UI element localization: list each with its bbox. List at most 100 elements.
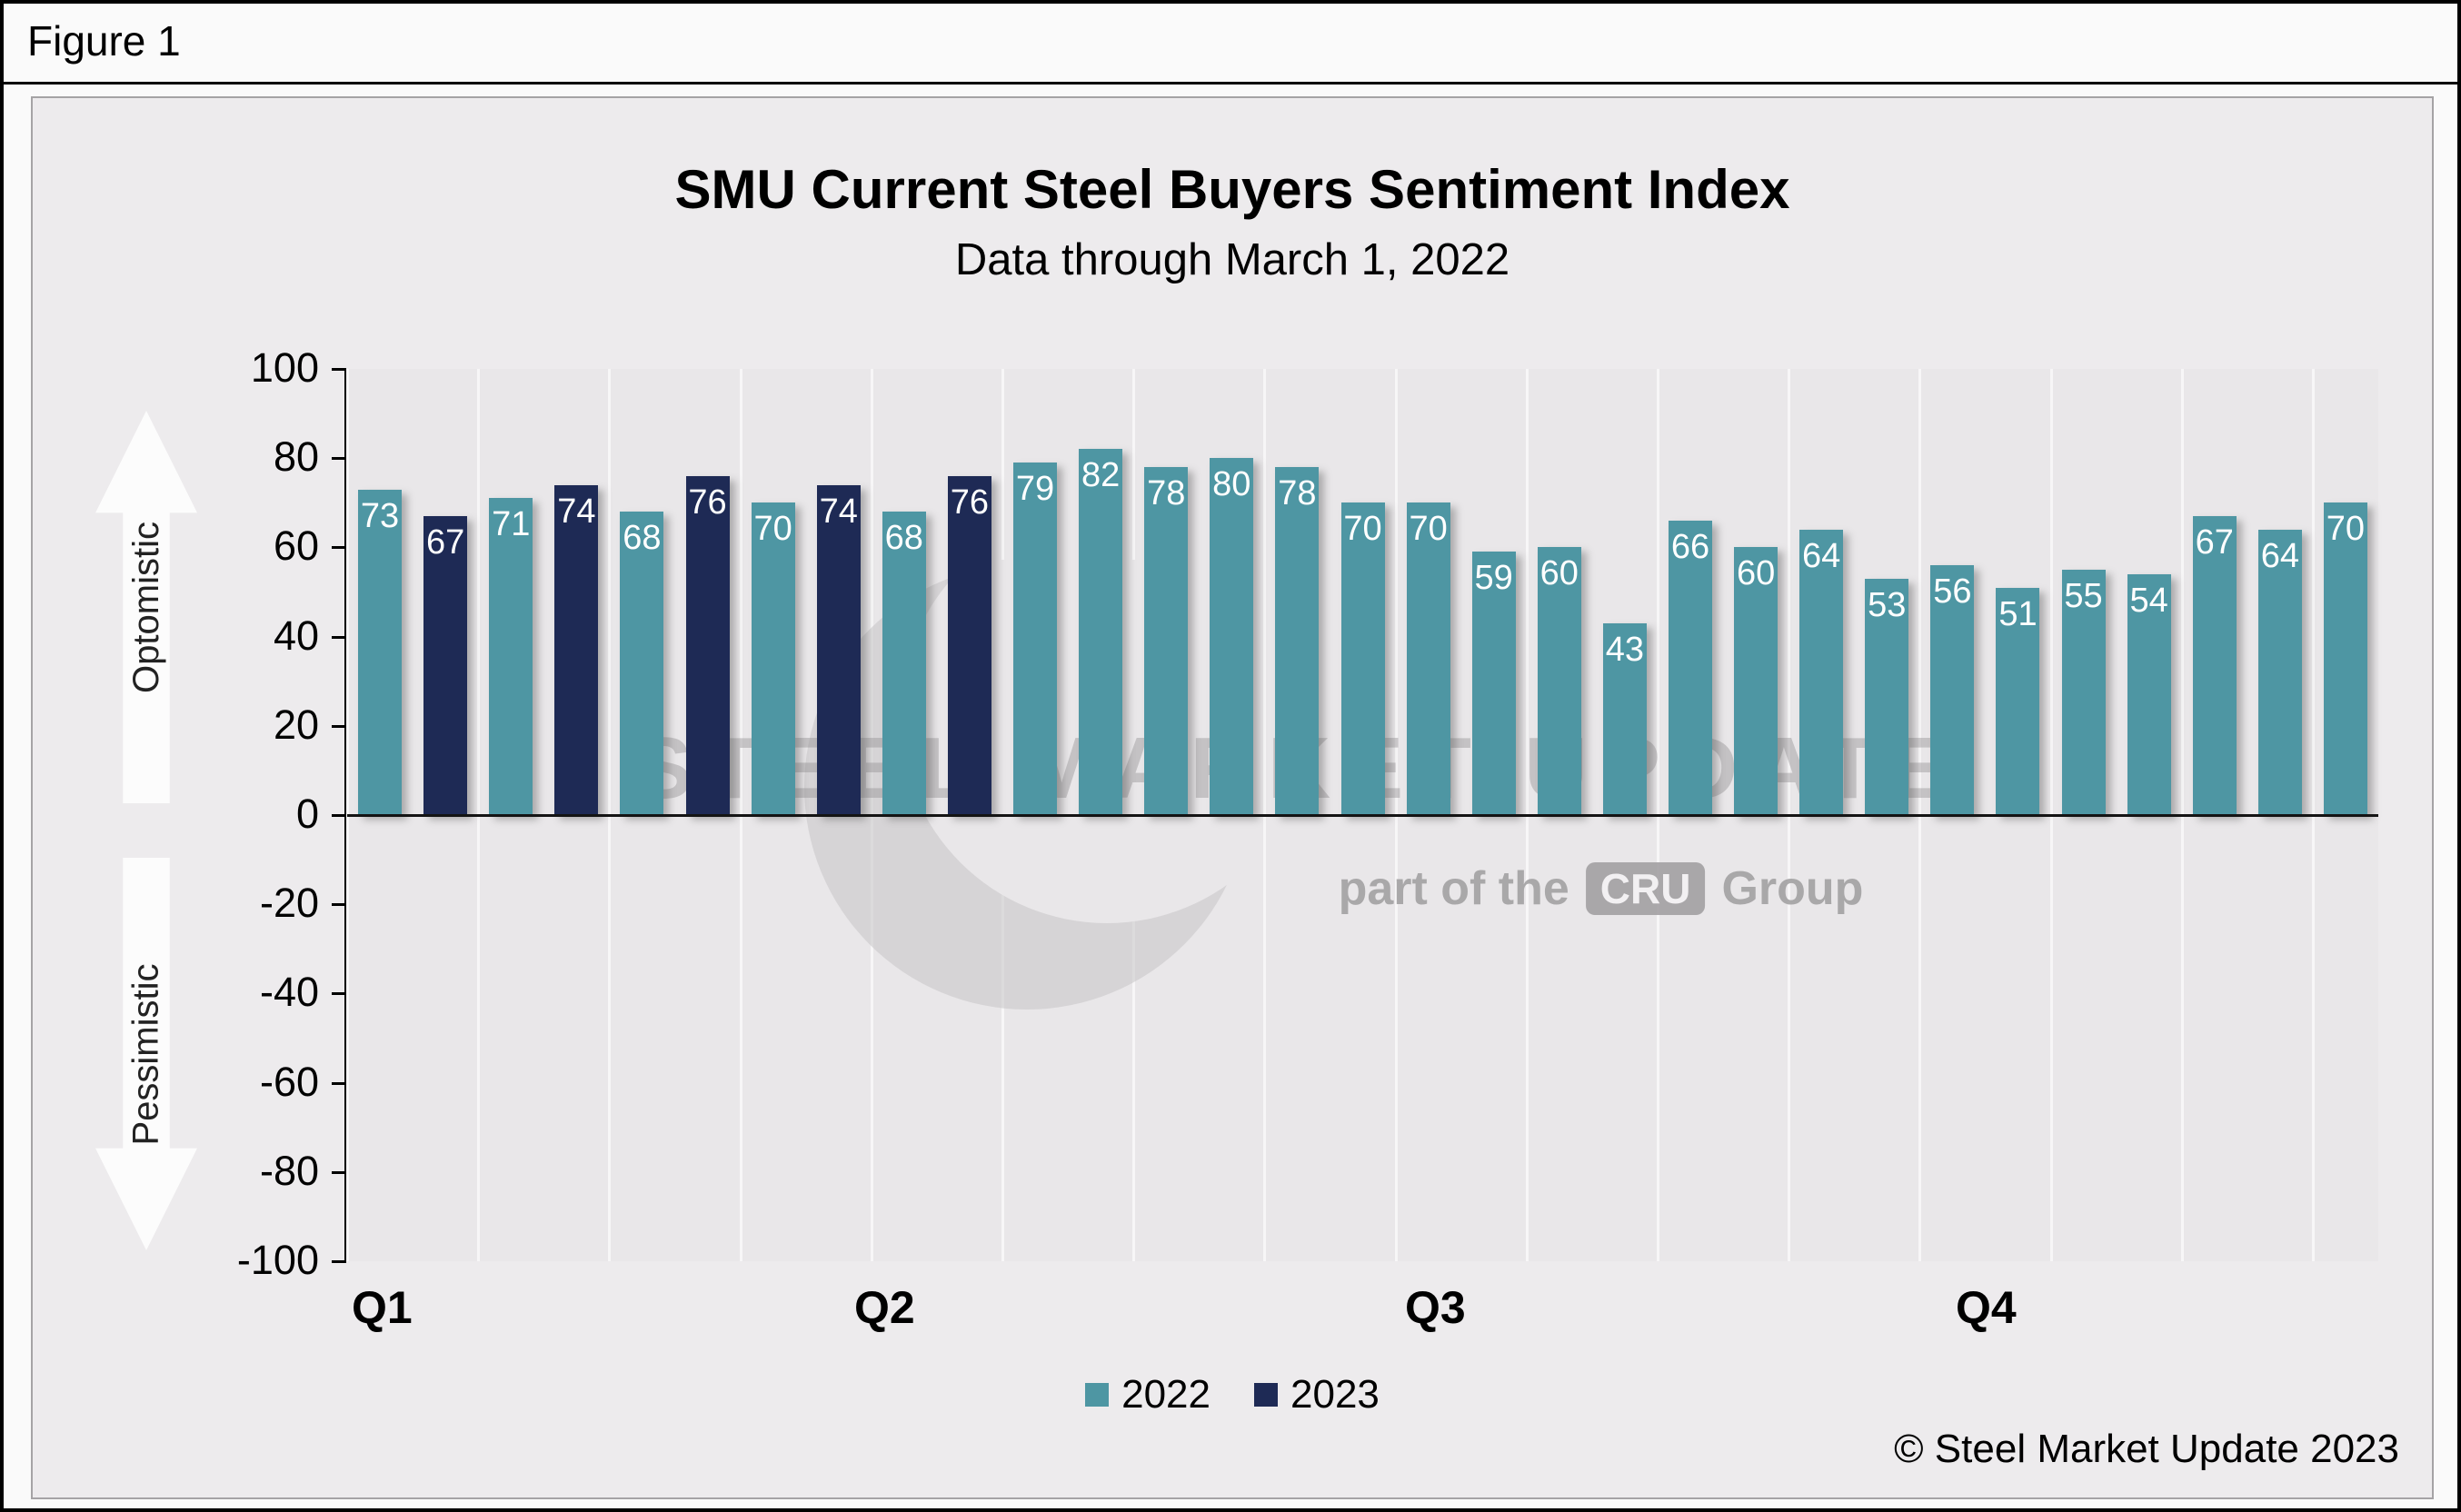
bar-2022-17: 59 bbox=[1471, 552, 1516, 815]
bar-2022-11: 82 bbox=[1079, 449, 1123, 815]
y-axis-tick-mark bbox=[332, 1170, 346, 1174]
legend-label: 2022 bbox=[1121, 1372, 1211, 1417]
legend-label: 2023 bbox=[1290, 1372, 1380, 1417]
bar-value-label: 79 bbox=[1015, 470, 1055, 509]
bar-2022-26: 55 bbox=[2061, 569, 2106, 815]
chart-panel: SMU Current Steel Buyers Sentiment Index… bbox=[31, 96, 2434, 1499]
zero-axis-line bbox=[347, 814, 2378, 817]
bar-value-label: 55 bbox=[2064, 576, 2103, 615]
bar-2022-29: 64 bbox=[2257, 529, 2302, 815]
bar-2022-21: 60 bbox=[1734, 547, 1778, 815]
bar-value-label: 56 bbox=[1933, 572, 1972, 612]
bar-value-label: 53 bbox=[1868, 585, 1907, 624]
y-axis-tick-mark bbox=[332, 546, 346, 550]
quarter-label-q4: Q4 bbox=[1956, 1282, 2017, 1333]
y-axis-tick-mark bbox=[332, 724, 346, 728]
quarter-label-q1: Q1 bbox=[352, 1282, 413, 1333]
bar-2023-9: 76 bbox=[947, 475, 991, 815]
bar-2022-20: 66 bbox=[1668, 520, 1712, 815]
bar-value-label: 70 bbox=[1409, 510, 1448, 549]
bar-value-label: 70 bbox=[753, 510, 792, 549]
bar-value-label: 82 bbox=[1081, 456, 1121, 495]
y-axis-tick-label: -60 bbox=[259, 1058, 319, 1105]
bar-value-label: 76 bbox=[688, 482, 727, 522]
y-axis-tick-label: -40 bbox=[259, 969, 319, 1016]
legend-item-2023: 2023 bbox=[1254, 1372, 1380, 1418]
bar-value-label: 64 bbox=[1802, 536, 1841, 575]
bar-value-label: 68 bbox=[884, 519, 923, 558]
bar-2023-3: 74 bbox=[554, 484, 599, 815]
watermark-group: Group bbox=[1721, 862, 1864, 915]
bar-2022-16: 70 bbox=[1406, 502, 1450, 815]
bar-value-label: 54 bbox=[2129, 581, 2168, 620]
quarter-label-q2: Q2 bbox=[854, 1282, 915, 1333]
y-axis-tick-mark bbox=[332, 368, 346, 371]
bar-2022-8: 68 bbox=[882, 512, 926, 815]
legend-item-2022: 2022 bbox=[1085, 1372, 1211, 1418]
y-axis-tick-label: 40 bbox=[273, 612, 319, 659]
plot-area: STEEL MARKET UPDATE part of the CRU Grou… bbox=[344, 369, 2378, 1261]
figure-label: Figure 1 bbox=[27, 17, 181, 65]
bar-2022-4: 68 bbox=[620, 512, 664, 815]
bar-2022-25: 51 bbox=[1996, 587, 2040, 815]
bar-value-label: 70 bbox=[2326, 510, 2366, 549]
bar-2022-19: 43 bbox=[1602, 622, 1647, 815]
chart-title: SMU Current Steel Buyers Sentiment Index bbox=[674, 159, 1790, 220]
y-axis-tick-mark bbox=[332, 635, 346, 639]
chart-subtitle: Data through March 1, 2022 bbox=[954, 235, 1510, 284]
y-axis-tick-label: 60 bbox=[273, 522, 319, 570]
bar-2022-13: 80 bbox=[1210, 458, 1254, 815]
bar-2022-6: 70 bbox=[751, 502, 795, 815]
legend-swatch-icon bbox=[1085, 1383, 1110, 1407]
bar-value-label: 67 bbox=[426, 523, 465, 562]
bar-value-label: 78 bbox=[1278, 474, 1317, 513]
bar-value-label: 74 bbox=[557, 492, 596, 531]
bar-2022-30: 70 bbox=[2323, 502, 2367, 815]
bar-value-label: 66 bbox=[1670, 527, 1710, 566]
bar-2022-12: 78 bbox=[1144, 467, 1189, 815]
bar-value-label: 51 bbox=[1998, 594, 2038, 633]
y-axis-tick-label: -20 bbox=[259, 880, 319, 927]
y-axis-tick-label: 80 bbox=[273, 433, 319, 481]
bar-2022-0: 73 bbox=[358, 489, 403, 815]
bar-value-label: 60 bbox=[1539, 554, 1579, 593]
cru-logo: CRU bbox=[1585, 862, 1706, 915]
bar-2023-5: 76 bbox=[685, 475, 730, 815]
bar-2022-14: 78 bbox=[1275, 467, 1320, 815]
y-axis-tick-mark bbox=[332, 1260, 346, 1263]
quarter-label-q3: Q3 bbox=[1405, 1282, 1466, 1333]
y-axis-tick-label: 20 bbox=[273, 701, 319, 748]
watermark-subtext: part of the CRU Group bbox=[1338, 861, 1864, 916]
y-axis-tick-mark bbox=[332, 1081, 346, 1085]
bar-2022-22: 64 bbox=[1799, 529, 1844, 815]
y-axis-tick-label: -80 bbox=[259, 1147, 319, 1194]
y-axis-tick-mark bbox=[332, 457, 346, 461]
copyright-text: © Steel Market Update 2023 bbox=[1894, 1427, 2399, 1471]
bar-2023-7: 74 bbox=[816, 484, 861, 815]
bar-value-label: 68 bbox=[623, 519, 662, 558]
bar-value-label: 70 bbox=[1343, 510, 1382, 549]
y-axis-tick-mark bbox=[332, 992, 346, 996]
chart-legend: 2022 2023 bbox=[33, 1372, 2432, 1418]
bar-2022-15: 70 bbox=[1340, 502, 1385, 815]
y-axis-tick-label: 100 bbox=[250, 344, 319, 391]
watermark-part-of-the: part of the bbox=[1338, 862, 1569, 915]
y-axis-tick-mark bbox=[332, 814, 346, 817]
bar-value-label: 60 bbox=[1736, 554, 1776, 593]
bar-value-label: 67 bbox=[2195, 523, 2234, 562]
bar-2023-1: 67 bbox=[423, 516, 468, 815]
bar-2022-23: 53 bbox=[1865, 578, 1909, 815]
y-axis-tick-label: -100 bbox=[236, 1237, 319, 1283]
bar-value-label: 71 bbox=[492, 505, 531, 544]
header-divider bbox=[4, 82, 2457, 85]
bar-2022-2: 71 bbox=[489, 498, 533, 815]
bar-value-label: 73 bbox=[360, 496, 400, 535]
bar-value-label: 43 bbox=[1605, 630, 1645, 669]
bar-value-label: 59 bbox=[1474, 559, 1513, 598]
bar-2022-28: 67 bbox=[2192, 516, 2237, 815]
y-axis-tick-label: 0 bbox=[295, 791, 319, 837]
y-axis-tick-mark bbox=[332, 903, 346, 907]
bar-value-label: 64 bbox=[2260, 536, 2299, 575]
bar-value-label: 76 bbox=[950, 482, 990, 522]
